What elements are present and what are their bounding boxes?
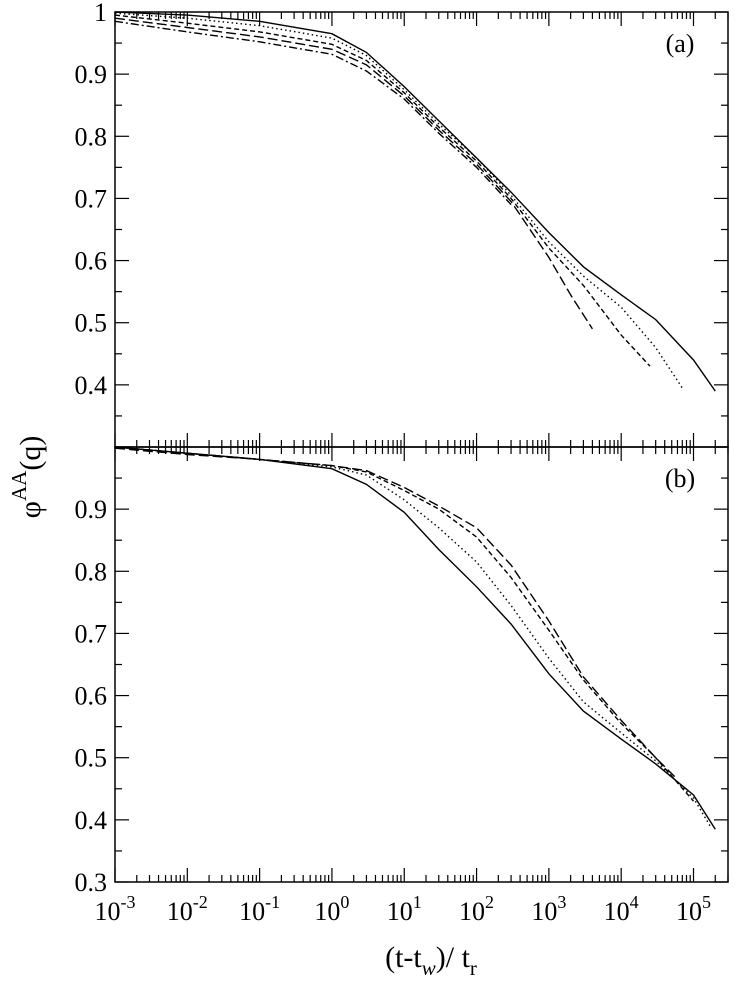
x-tick-label-base: 10 [676, 897, 702, 926]
x-tick-label: 103 [531, 892, 566, 926]
x-axis-label-main: (t-t [385, 941, 422, 974]
x-tick-label: 105 [676, 892, 711, 926]
x-tick-label-exponent: 1 [413, 892, 422, 912]
x-tick-label-exponent: 3 [557, 892, 566, 912]
x-tick-label-exponent: 2 [485, 892, 494, 912]
panel-b-frame [114, 446, 729, 883]
y-axis-label-main: φ [14, 501, 47, 518]
panel-a-y-tick-label: 0.5 [75, 309, 108, 338]
panel-b-y-tick-label: 0.4 [75, 806, 108, 835]
panel-a-y-tick-label: 0.9 [75, 60, 108, 89]
panel-a-y-tick-label: 0.6 [75, 247, 108, 276]
panel-b-series-solid [114, 446, 716, 830]
x-tick-label-base: 10 [459, 897, 485, 926]
panel-b-y-tick-label: 0.6 [75, 682, 108, 711]
svg-text:φAA(q): φAA(q) [7, 436, 47, 519]
x-tick-label-base: 10 [167, 897, 193, 926]
panel-b-series-long-dashed [114, 447, 678, 780]
x-tick-label-base: 10 [387, 897, 413, 926]
panel-a-series-dash-dot [114, 20, 512, 206]
x-axis-label-mid: )/ t [436, 941, 471, 974]
x-tick-label: 100 [314, 892, 349, 926]
panel-b-series-dashed [114, 446, 695, 802]
x-tick-label: 101 [387, 892, 422, 926]
x-tick-label-base: 10 [604, 897, 630, 926]
x-tick-label: 102 [459, 892, 494, 926]
x-axis-label: (t-tw)/ tr [385, 941, 477, 980]
panel-a-series-dotted [114, 12, 683, 389]
x-tick-label-exponent: -3 [121, 892, 136, 912]
x-tick-label-exponent: -1 [265, 892, 280, 912]
y-axis-label-tail: (q) [14, 436, 47, 471]
panel-b-y-tick-label: 0.7 [75, 619, 108, 648]
panel-a-y-tick-label: 1 [94, 0, 107, 27]
x-tick-label: 10-1 [239, 892, 280, 926]
panel-a-y-tick-label: 0.8 [75, 122, 108, 151]
panel-a-label: (a) [666, 29, 695, 58]
panel-b-y-tick-label: 0.9 [75, 495, 108, 524]
panel-b-series-dotted [114, 446, 711, 827]
panel-b: 0.30.40.50.60.70.80.910-3 10-2 10-1 100 101 1… [75, 446, 729, 926]
panel-a-series-long-dashed [114, 17, 593, 330]
x-axis-label-sub-r: r [470, 956, 477, 980]
x-tick-label-base: 10 [239, 897, 265, 926]
y-axis-label-superscript: AA [7, 470, 31, 501]
panel-a-series-dashed [114, 14, 651, 367]
x-tick-label-exponent: 0 [340, 892, 349, 912]
x-tick-label-exponent: 4 [630, 892, 639, 912]
x-tick-label-exponent: 5 [702, 892, 711, 912]
panel-a-y-tick-label: 0.4 [75, 371, 108, 400]
panel-a: 0.4 0.5 0.6 0.7 0.8 0.9 1 [75, 0, 729, 448]
panel-a-series-solid [114, 11, 716, 392]
panel-b-label: (b) [665, 464, 695, 493]
panel-b-y-tick-label: 0.8 [75, 557, 108, 586]
panel-a-frame [114, 11, 729, 448]
x-tick-label: 10-3 [95, 892, 136, 926]
x-tick-label: 104 [604, 892, 639, 926]
x-tick-label-exponent: -2 [193, 892, 208, 912]
panel-b-y-tick-label: 0.3 [75, 868, 108, 897]
x-tick-label: 10-2 [167, 892, 208, 926]
x-tick-label-base: 10 [314, 897, 340, 926]
x-tick-label-base: 10 [531, 897, 557, 926]
y-axis-label: φAA(q) [7, 436, 47, 519]
panel-b-y-tick-label: 0.5 [75, 744, 108, 773]
x-tick-label-base: 10 [95, 897, 121, 926]
x-axis-label-sub-w: w [422, 956, 436, 980]
panel-a-y-tick-label: 0.7 [75, 184, 108, 213]
